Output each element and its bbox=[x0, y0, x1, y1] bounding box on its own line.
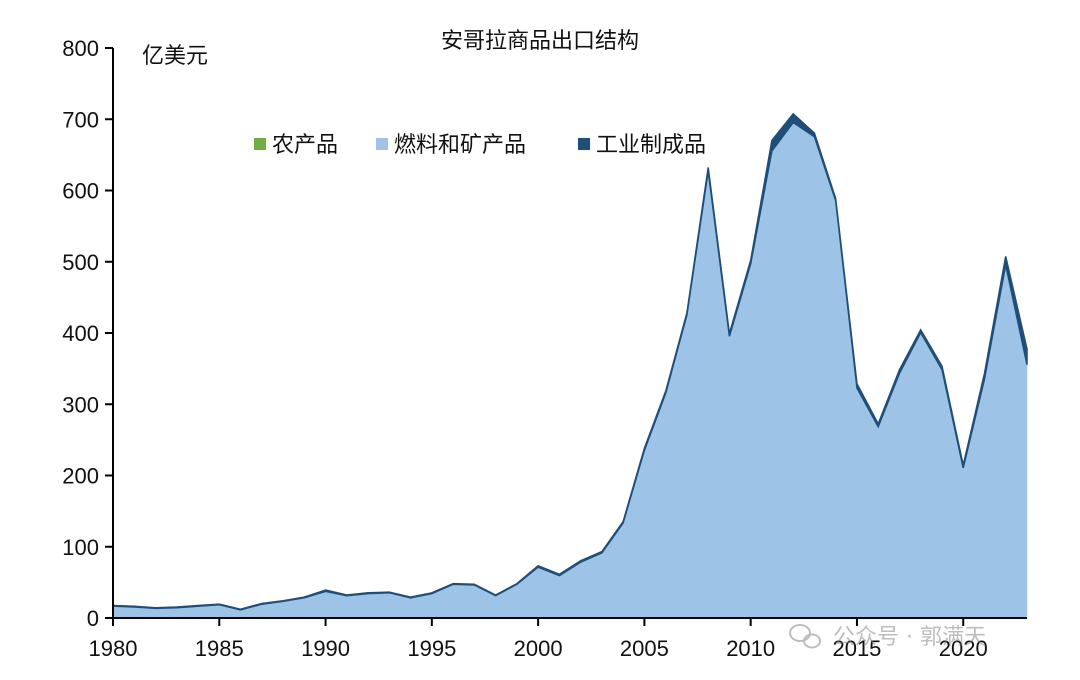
y-tick-label: 400 bbox=[62, 321, 99, 346]
legend-label-agri: 农产品 bbox=[272, 133, 338, 158]
x-ticks: 1980 1985 1990 1995 2000 2005 2010 2015 2020 bbox=[89, 618, 988, 661]
legend-label-fuel-mining: 燃料和矿产品 bbox=[394, 133, 526, 158]
y-tick-label: 800 bbox=[62, 36, 99, 61]
y-tick-label: 600 bbox=[62, 179, 99, 204]
y-tick-label: 0 bbox=[87, 606, 99, 631]
x-tick-label: 2020 bbox=[939, 636, 988, 661]
x-tick-label: 2015 bbox=[832, 636, 881, 661]
legend-swatch-fuel-mining bbox=[376, 138, 388, 150]
legend: 农产品 燃料和矿产品 工业制成品 bbox=[254, 133, 706, 158]
area-layer bbox=[112, 112, 1028, 619]
y-tick-label: 700 bbox=[62, 107, 99, 132]
x-tick-label: 1990 bbox=[301, 636, 350, 661]
y-tick-label: 200 bbox=[62, 464, 99, 489]
watermark: 公众号 · 郭满天 bbox=[789, 624, 986, 650]
x-tick-label: 2010 bbox=[726, 636, 775, 661]
y-axis-label: 亿美元 bbox=[142, 44, 208, 69]
watermark-text: 公众号 · 郭满天 bbox=[833, 625, 986, 650]
legend-label-manufactures: 工业制成品 bbox=[596, 133, 706, 158]
y-tick-label: 500 bbox=[62, 250, 99, 275]
y-tick-label: 100 bbox=[62, 535, 99, 560]
x-tick-label: 2005 bbox=[620, 636, 669, 661]
x-tick-label: 1980 bbox=[89, 636, 138, 661]
chart-title: 安哥拉商品出口结构 bbox=[441, 29, 639, 54]
area-series-1 bbox=[112, 122, 1028, 619]
y-tick-label: 300 bbox=[62, 392, 99, 417]
legend-swatch-manufactures bbox=[578, 138, 590, 150]
x-tick-label: 1985 bbox=[195, 636, 244, 661]
area-series-2 bbox=[112, 112, 1028, 611]
y-ticks: 0 100 200 300 400 500 600 700 800 bbox=[62, 36, 113, 631]
wechat-icon bbox=[789, 624, 821, 649]
x-tick-label: 2000 bbox=[514, 636, 563, 661]
legend-swatch-agri bbox=[254, 138, 266, 150]
x-tick-label: 1995 bbox=[407, 636, 456, 661]
